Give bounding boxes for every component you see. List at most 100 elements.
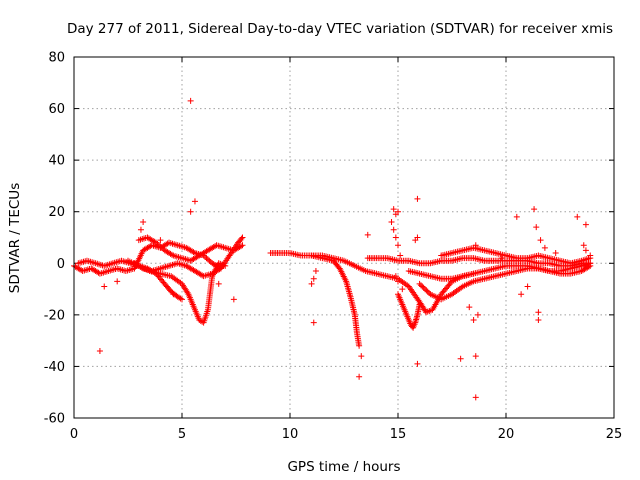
data-point xyxy=(364,231,371,238)
data-point xyxy=(312,268,319,275)
data-point xyxy=(466,304,473,311)
data-point xyxy=(217,265,224,272)
data-point xyxy=(395,242,401,249)
y-tick-label: 20 xyxy=(48,205,65,220)
data-point xyxy=(96,347,103,354)
data-point xyxy=(518,291,525,298)
data-point xyxy=(310,275,317,282)
data-point xyxy=(153,239,160,246)
data-point xyxy=(203,255,210,262)
data-point xyxy=(179,296,185,303)
data-point xyxy=(582,247,589,254)
data-point xyxy=(537,237,544,244)
data-point xyxy=(422,286,428,293)
data-point xyxy=(470,317,477,324)
data-point xyxy=(472,242,479,249)
data-point xyxy=(472,353,479,360)
data-point xyxy=(230,296,237,303)
data-point xyxy=(535,317,542,324)
data-point xyxy=(238,243,245,250)
axis-ticks: 0 5 10 15 20 25 -60 -40 -20 0 20 40 60 80 xyxy=(44,51,623,443)
x-tick-label: 10 xyxy=(282,427,299,442)
data-point xyxy=(587,252,594,259)
data-point xyxy=(420,284,427,291)
data-point xyxy=(358,353,365,360)
data-point xyxy=(457,355,464,362)
chart-title: Day 277 of 2011, Sidereal Day-to-day VTE… xyxy=(67,21,613,37)
data-point xyxy=(177,295,184,302)
data-point xyxy=(390,206,397,213)
data-point xyxy=(414,234,421,241)
data-point xyxy=(170,291,177,298)
data-point xyxy=(513,213,520,220)
data-point xyxy=(392,234,399,241)
data-point xyxy=(191,198,198,205)
data-point xyxy=(552,249,559,256)
data-point xyxy=(416,280,423,287)
data-point xyxy=(414,195,421,202)
y-tick-label: 60 xyxy=(48,102,65,117)
data-point xyxy=(423,287,430,294)
data-point xyxy=(390,226,397,233)
data-point xyxy=(239,242,246,249)
data-point xyxy=(574,213,581,220)
data-point xyxy=(238,235,245,242)
data-point xyxy=(399,286,406,293)
data-point xyxy=(524,283,531,290)
data-point xyxy=(154,240,161,247)
data-point xyxy=(417,282,424,289)
data-point xyxy=(157,243,164,250)
data-point xyxy=(356,373,363,380)
plot-frame xyxy=(73,56,615,419)
data-point xyxy=(531,206,538,213)
data-point xyxy=(158,244,165,251)
data-point xyxy=(388,219,395,226)
data-point xyxy=(308,280,315,287)
data-point xyxy=(155,242,162,249)
data-point xyxy=(114,278,121,285)
data-point xyxy=(541,244,548,251)
data-point xyxy=(168,251,175,258)
data-point xyxy=(533,224,540,231)
x-axis-label: GPS time / hours xyxy=(287,459,400,475)
data-point xyxy=(426,289,433,296)
data-point xyxy=(535,309,542,316)
data-point xyxy=(184,289,191,296)
data-point xyxy=(137,226,144,233)
data-point xyxy=(585,263,592,270)
data-point xyxy=(472,394,479,401)
x-tick-label: 15 xyxy=(390,427,407,442)
data-point xyxy=(414,360,421,367)
y-tick-label: 80 xyxy=(48,51,65,66)
data-point xyxy=(157,237,164,244)
y-tick-label: -20 xyxy=(44,308,65,323)
data-point xyxy=(582,221,589,228)
data-point xyxy=(392,273,399,280)
data-point xyxy=(138,264,145,271)
y-axis-label: SDTVAR / TECUs xyxy=(7,183,23,293)
gridlines xyxy=(74,57,614,418)
data-point xyxy=(587,262,594,269)
data-point xyxy=(419,283,426,290)
data-point xyxy=(397,252,404,259)
x-tick-label: 5 xyxy=(178,427,186,442)
data-points xyxy=(71,97,594,401)
data-point xyxy=(222,262,229,269)
y-tick-label: -40 xyxy=(44,360,65,375)
data-point xyxy=(204,256,211,263)
data-point xyxy=(395,208,401,215)
data-point xyxy=(310,319,317,326)
data-point xyxy=(498,255,505,262)
data-point xyxy=(101,283,108,290)
data-point xyxy=(474,311,481,318)
data-point xyxy=(140,219,147,226)
data-point xyxy=(215,280,222,287)
y-tick-label: 0 xyxy=(57,257,65,272)
x-tick-label: 20 xyxy=(498,427,515,442)
data-point xyxy=(580,242,587,249)
data-point xyxy=(356,342,363,349)
data-point xyxy=(206,257,213,264)
data-point xyxy=(187,97,194,104)
y-tick-label: -60 xyxy=(44,412,65,427)
